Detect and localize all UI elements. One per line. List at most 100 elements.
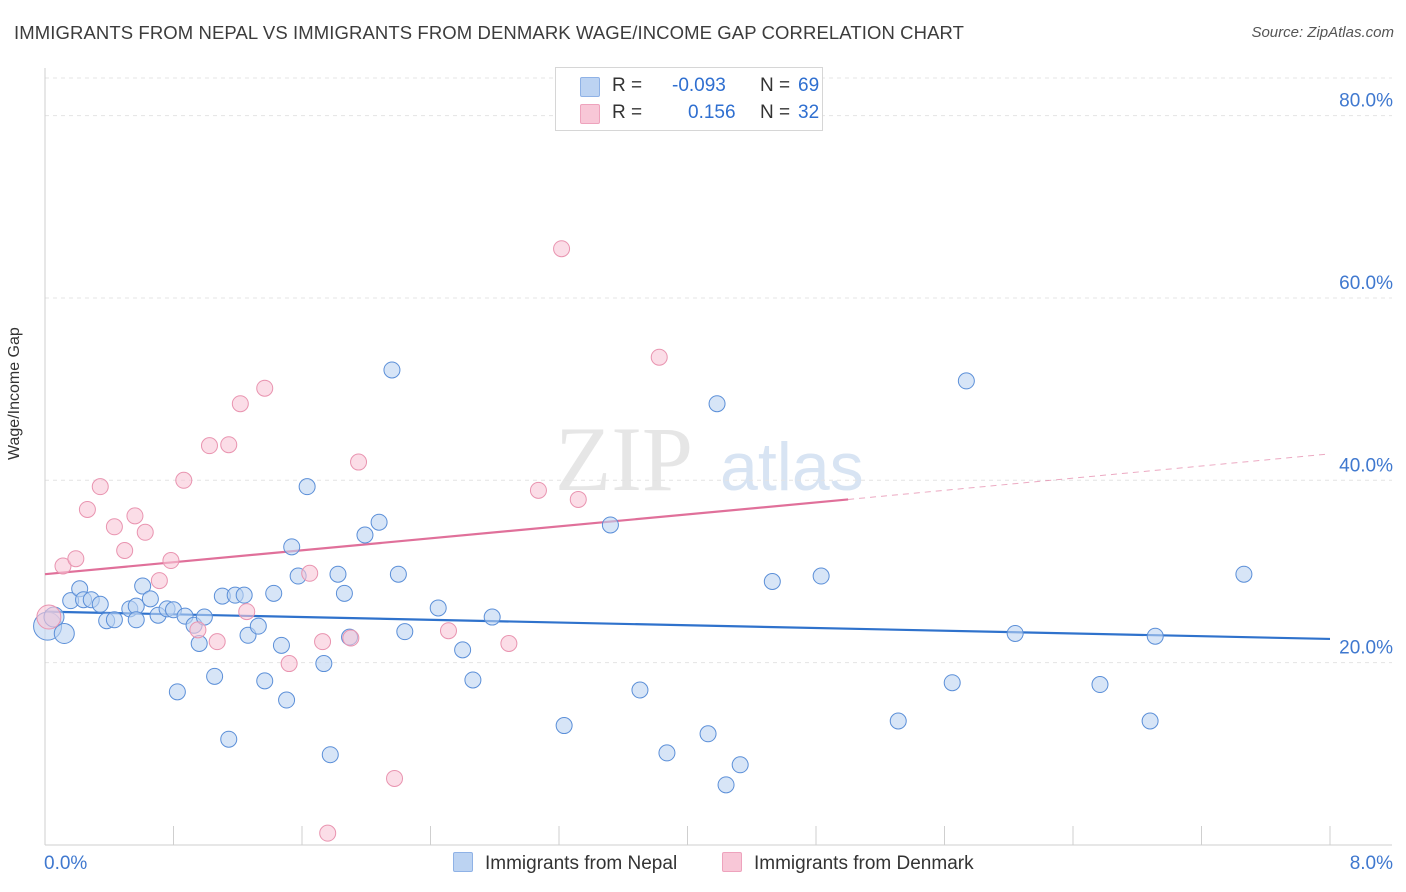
nepal-point <box>321 746 339 764</box>
nepal-point <box>812 567 830 585</box>
denmark-point <box>189 621 207 639</box>
denmark-point <box>319 824 337 842</box>
nepal-point <box>265 584 283 602</box>
axes <box>44 68 1392 846</box>
y-tick-label: 80.0% <box>1339 91 1393 112</box>
nepal-point <box>454 641 472 659</box>
nepal-point <box>389 565 407 583</box>
nepal-point <box>1235 565 1253 583</box>
n-label: N = <box>760 102 791 123</box>
r-label: R = <box>612 102 643 123</box>
denmark-point <box>54 557 72 575</box>
denmark-point <box>569 490 587 508</box>
nepal-point <box>278 691 296 709</box>
chart-title: IMMIGRANTS FROM NEPAL VS IMMIGRANTS FROM… <box>14 22 965 43</box>
denmark-point <box>175 471 193 489</box>
denmark-point <box>301 564 319 582</box>
denmark-point <box>116 542 134 559</box>
nepal-point <box>91 595 109 613</box>
denmark-point <box>386 769 404 787</box>
nepal-trend-line <box>44 610 1331 641</box>
nepal-point <box>256 672 274 690</box>
nepal-point <box>134 577 152 595</box>
watermark-atlas: atlas <box>720 429 864 505</box>
nepal-point <box>1141 712 1159 730</box>
denmark-point <box>280 655 298 673</box>
denmark-swatch <box>580 104 600 124</box>
denmark-point <box>553 240 571 258</box>
nepal-point <box>1091 676 1109 694</box>
nepal-point <box>356 526 374 544</box>
y-tick-label: 20.0% <box>1339 638 1393 659</box>
nepal-point <box>383 361 401 379</box>
nepal-point <box>763 573 781 590</box>
correlation-legend: R = -0.093 N = 69 R = 0.156 N = 32 <box>555 67 823 131</box>
source-label: Source: ZipAtlas.com <box>1251 24 1394 41</box>
nepal-point <box>483 608 501 626</box>
nepal-point <box>168 683 186 701</box>
denmark-point <box>126 507 144 525</box>
denmark-point <box>162 552 180 570</box>
nepal-point <box>335 584 353 602</box>
nepal-point <box>708 395 726 413</box>
y-tick-label: 60.0% <box>1339 273 1393 294</box>
nepal-point <box>889 712 907 730</box>
nepal-point <box>220 730 238 748</box>
r-value-denmark: 0.156 <box>688 102 736 123</box>
grid-lines <box>45 77 1392 664</box>
nepal-swatch <box>580 77 600 97</box>
nepal-point <box>105 611 123 629</box>
denmark-point <box>256 379 274 397</box>
n-label: N = <box>760 75 791 96</box>
nepal-point <box>249 617 267 635</box>
denmark-point <box>238 603 256 621</box>
r-label: R = <box>612 75 643 96</box>
nepal-point <box>601 516 619 534</box>
nepal-point <box>396 623 414 641</box>
nepal-point <box>717 776 735 794</box>
nepal-point <box>1146 627 1164 645</box>
y-tick-label: 40.0% <box>1339 455 1393 476</box>
nepal-point <box>53 622 75 644</box>
nepal-point <box>464 671 482 689</box>
denmark-point <box>342 629 360 647</box>
nepal-point <box>272 636 290 654</box>
nepal-point <box>1006 624 1024 642</box>
nepal-point <box>315 655 333 673</box>
nepal-point <box>731 756 749 774</box>
denmark-point <box>500 635 518 652</box>
nepal-point <box>658 744 676 762</box>
denmark-point <box>231 395 249 413</box>
nepal-point <box>127 611 145 629</box>
denmark-legend-swatch <box>722 852 742 872</box>
denmark-point <box>208 633 226 651</box>
denmark-point <box>529 481 547 499</box>
denmark-point <box>350 453 368 471</box>
nepal-legend-label: Immigrants from Nepal <box>485 853 678 874</box>
r-value-nepal: -0.093 <box>672 75 726 96</box>
nepal-point <box>283 538 301 556</box>
n-value-nepal: 69 <box>798 75 820 96</box>
denmark-trend-extension <box>848 453 1331 500</box>
n-value-denmark: 32 <box>798 102 820 123</box>
nepal-point <box>555 717 573 735</box>
tick-labels: 20.0% 40.0% 60.0% 80.0% 0.0% 8.0% <box>44 91 1393 874</box>
denmark-legend-label: Immigrants from Denmark <box>754 853 974 874</box>
legend-item-denmark: Immigrants from Denmark <box>722 852 974 875</box>
nepal-point <box>957 372 975 390</box>
denmark-point <box>136 523 154 541</box>
denmark-point <box>36 604 62 630</box>
denmark-point <box>220 436 238 454</box>
x-tick-label-max: 8.0% <box>1350 853 1393 874</box>
denmark-point <box>105 518 123 536</box>
denmark-point <box>200 437 218 455</box>
x-tick-label-min: 0.0% <box>44 853 87 874</box>
data-points <box>33 240 1253 842</box>
nepal-point <box>429 599 447 617</box>
nepal-point <box>943 674 961 692</box>
nepal-point <box>699 725 717 743</box>
nepal-point <box>631 681 649 699</box>
nepal-point <box>206 667 224 685</box>
nepal-point <box>370 513 388 531</box>
